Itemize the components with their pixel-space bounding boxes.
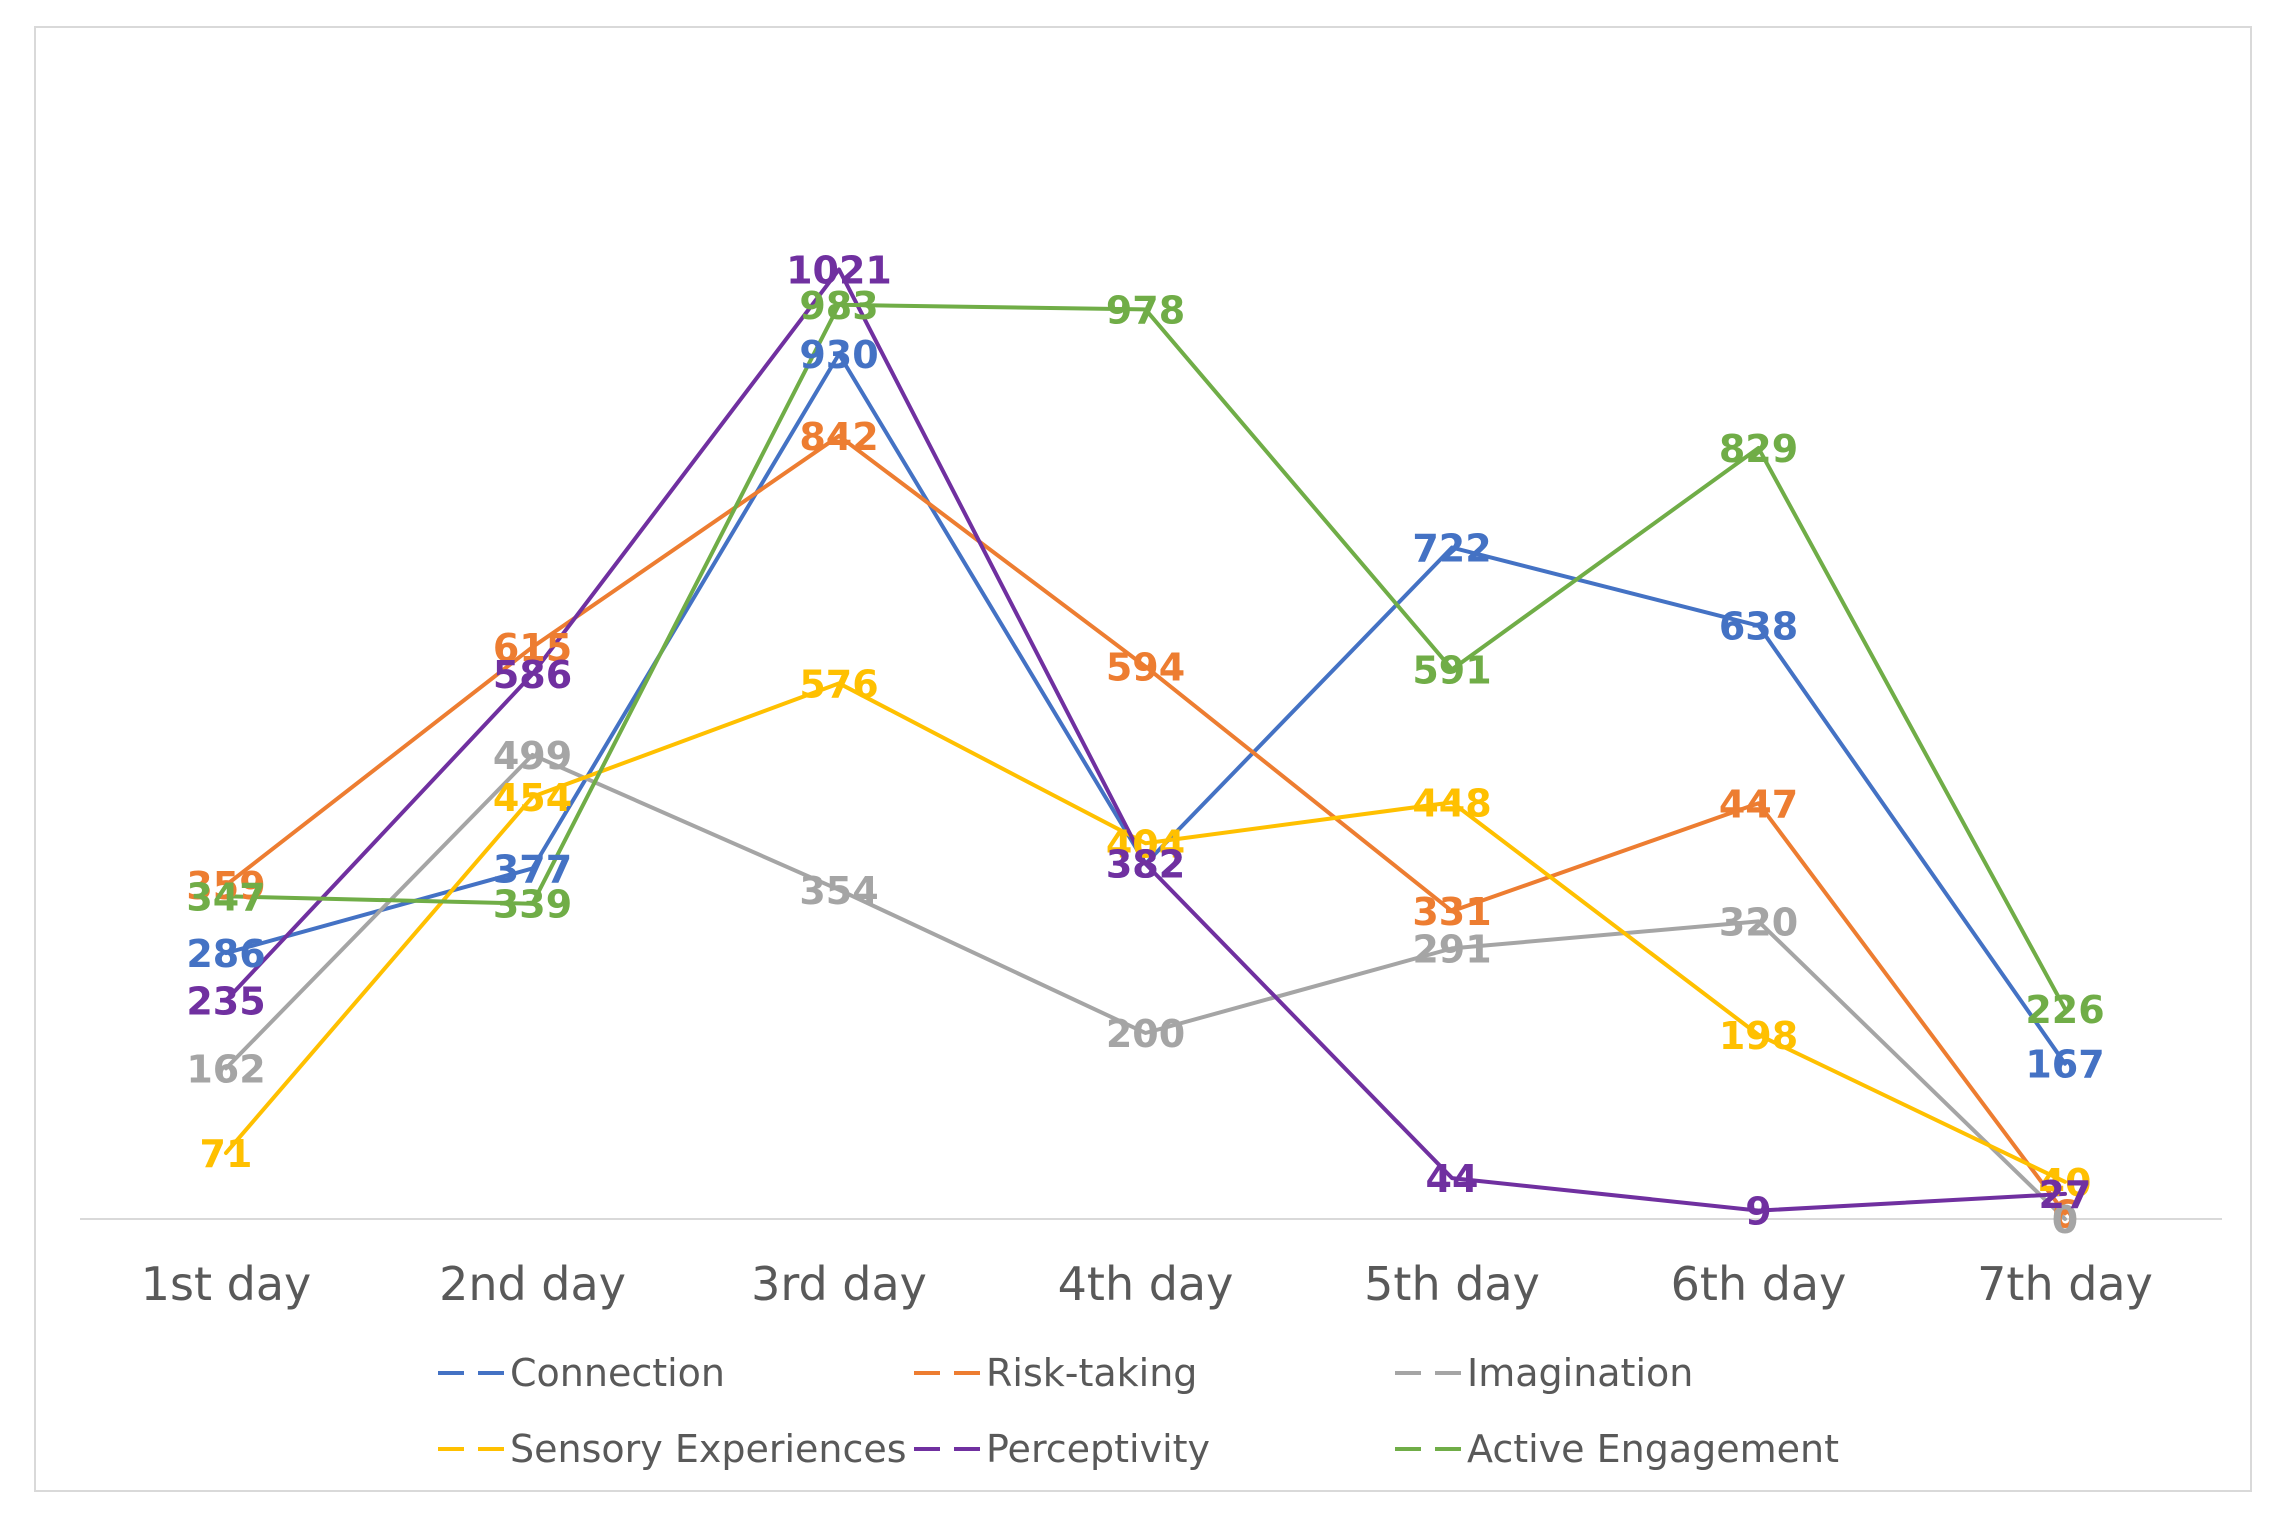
data-label-sensory-experiences: 448: [1412, 781, 1491, 825]
data-label-imagination: 0: [2052, 1198, 2078, 1242]
data-label-connection: 382: [1106, 843, 1185, 887]
series-lines: [224, 267, 2067, 1221]
data-label-active-engagement: 983: [799, 284, 878, 328]
data-label-risk-taking: 6: [2052, 1192, 2078, 1236]
data-label-active-engagement: 226: [2025, 988, 2104, 1032]
data-label-active-engagement: 339: [493, 883, 572, 927]
data-label-sensory-experiences: 454: [493, 776, 572, 820]
series-line-imagination: [224, 752, 2067, 1221]
data-label-risk-taking: 359: [186, 864, 265, 908]
x-axis-tick-labels: 1st day 2nd day 3rd day 4th day 5th day 6th d…: [141, 1257, 2153, 1311]
legend-item-sensory-experiences: Sensory Experiences: [438, 1427, 907, 1471]
data-label-connection: 722: [1412, 527, 1491, 571]
x-tick-label: 5th day: [1364, 1257, 1540, 1311]
data-label-perceptivity: 586: [493, 653, 572, 697]
data-label-imagination: 162: [186, 1047, 265, 1091]
legend-label: Perceptivity: [986, 1427, 1210, 1471]
x-tick-label: 6th day: [1671, 1257, 1847, 1311]
data-label-risk-taking: 594: [1106, 646, 1185, 690]
legend-item-active-engagement: Active Engagement: [1395, 1427, 1839, 1471]
data-label-active-engagement: 829: [1719, 427, 1798, 471]
data-label-active-engagement: 347: [186, 875, 265, 919]
data-label-risk-taking: 447: [1719, 782, 1798, 826]
data-label-imagination: 499: [493, 734, 572, 778]
data-labels: 286 377 930 382 722 638 167 359 615 842 594 331 447 6…: [186, 248, 2104, 1242]
legend-label: Sensory Experiences: [510, 1427, 907, 1471]
legend-label: Active Engagement: [1467, 1427, 1839, 1471]
series-line-perceptivity: [224, 267, 2067, 1213]
data-label-perceptivity: 1021: [786, 248, 892, 292]
data-label-connection: 930: [799, 333, 878, 377]
data-label-sensory-experiences: 576: [799, 662, 878, 706]
data-label-perceptivity: 382: [1106, 843, 1185, 887]
data-label-sensory-experiences: 198: [1719, 1014, 1798, 1058]
data-label-imagination: 320: [1719, 900, 1798, 944]
legend-label: Imagination: [1467, 1351, 1693, 1395]
data-label-sensory-experiences: 71: [200, 1132, 253, 1176]
data-label-imagination: 200: [1106, 1012, 1185, 1056]
data-label-perceptivity: 235: [186, 979, 265, 1023]
data-label-perceptivity: 44: [1426, 1157, 1479, 1201]
legend-label: Risk-taking: [986, 1351, 1197, 1395]
legend-item-perceptivity: Perceptivity: [914, 1427, 1210, 1471]
x-tick-label: 4th day: [1058, 1257, 1234, 1311]
x-tick-label: 1st day: [141, 1257, 312, 1311]
data-label-active-engagement: 978: [1106, 288, 1185, 332]
data-label-imagination: 291: [1412, 927, 1491, 971]
chart-frame: [34, 26, 2252, 1492]
data-label-connection: 638: [1719, 605, 1798, 649]
x-tick-label: 2nd day: [439, 1257, 626, 1311]
data-label-risk-taking: 615: [493, 626, 572, 670]
series-line-risk-taking: [224, 433, 2067, 1216]
data-label-risk-taking: 331: [1412, 890, 1491, 934]
legend-item-connection: Connection: [438, 1351, 725, 1395]
legend-item-imagination: Imagination: [1395, 1351, 1693, 1395]
legend-item-risk-taking: Risk-taking: [914, 1351, 1197, 1395]
data-label-perceptivity: 9: [1745, 1190, 1771, 1234]
data-label-connection: 377: [493, 847, 572, 891]
data-label-imagination: 354: [799, 869, 878, 913]
data-label-connection: 167: [2025, 1043, 2104, 1087]
x-tick-label: 7th day: [1977, 1257, 2153, 1311]
data-label-active-engagement: 591: [1412, 648, 1491, 692]
series-line-sensory-experiences: [224, 681, 2067, 1184]
legend-label: Connection: [510, 1351, 725, 1395]
series-line-active-engagement: [224, 302, 2067, 1011]
data-label-risk-taking: 842: [799, 415, 878, 459]
legend: Connection Risk-taking Imagination Sensory …: [438, 1351, 1839, 1471]
data-label-perceptivity: 27: [2039, 1173, 2092, 1217]
data-label-connection: 286: [186, 932, 265, 976]
x-tick-label: 3rd day: [751, 1257, 927, 1311]
data-label-sensory-experiences: 40: [2039, 1161, 2092, 1205]
data-label-sensory-experiences: 404: [1106, 822, 1185, 866]
